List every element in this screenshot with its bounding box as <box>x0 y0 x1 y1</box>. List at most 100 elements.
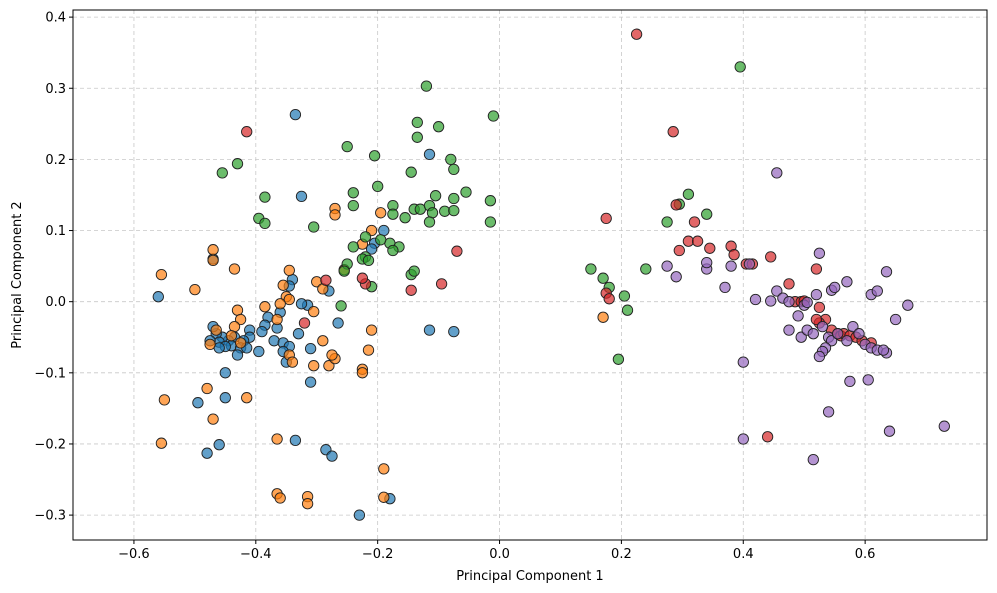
data-point-cluster-green <box>429 190 442 202</box>
data-point-cluster-green <box>487 110 500 122</box>
data-point-cluster-orange <box>375 207 387 219</box>
data-point-cluster-purple <box>841 276 853 288</box>
data-point-cluster-orange <box>228 263 241 275</box>
data-point-cluster-orange <box>259 301 271 313</box>
data-point-cluster-orange <box>210 324 222 336</box>
x-tick-label: −0.6 <box>118 547 150 562</box>
data-point-cluster-purple <box>813 350 826 363</box>
y-axis-label: Principal Component 2 <box>10 201 25 348</box>
data-point-cluster-purple <box>822 406 835 418</box>
data-point-cluster-red <box>783 278 795 290</box>
data-point-cluster-purple <box>847 320 859 333</box>
series-cluster-green <box>216 61 746 365</box>
data-point-cluster-green <box>259 191 271 203</box>
data-point-cluster-red <box>691 235 704 247</box>
data-point-cluster-red <box>688 216 701 228</box>
data-point-cluster-blue <box>213 439 225 451</box>
plot-frame <box>72 9 988 541</box>
data-point-cluster-orange <box>189 283 201 296</box>
y-axis-ticks: −0.3 −0.2 −0.1 0.0 0.1 0.2 0.3 0.4 <box>34 11 73 524</box>
data-point-cluster-green <box>621 304 634 316</box>
data-point-cluster-green <box>640 263 652 275</box>
data-point-cluster-purple <box>853 328 865 340</box>
data-point-cluster-orange <box>326 349 338 361</box>
data-point-cluster-orange <box>158 394 171 406</box>
y-tick-label: −0.3 <box>34 509 66 524</box>
data-point-cluster-orange <box>274 298 286 310</box>
x-tick-label: −0.4 <box>240 547 272 562</box>
data-point-cluster-orange <box>308 305 320 318</box>
data-point-cluster-orange <box>286 356 299 368</box>
data-point-cluster-green <box>259 217 271 230</box>
x-tick-label: −0.2 <box>362 547 394 562</box>
data-point-cluster-green <box>682 188 695 200</box>
data-point-cluster-red <box>673 244 685 257</box>
data-point-cluster-red <box>810 263 823 275</box>
data-point-cluster-purple <box>743 258 756 270</box>
data-point-cluster-orange <box>378 463 390 475</box>
data-point-cluster-green <box>612 353 625 365</box>
data-point-cluster-red <box>761 431 774 443</box>
data-point-cluster-purple <box>841 335 853 347</box>
x-tick-label: 0.6 <box>855 547 876 562</box>
data-point-cluster-green <box>387 208 399 220</box>
data-point-cluster-green <box>411 116 423 129</box>
data-point-cluster-purple <box>844 375 856 388</box>
data-point-cluster-orange <box>234 337 247 349</box>
data-point-cluster-blue <box>192 397 204 409</box>
data-point-cluster-red <box>600 212 612 225</box>
data-point-cluster-green <box>341 140 353 153</box>
data-point-cluster-green <box>368 150 381 162</box>
data-point-cluster-red <box>451 245 463 257</box>
data-point-cluster-orange <box>329 209 341 221</box>
x-tick-label: 0.4 <box>733 547 754 562</box>
data-point-cluster-green <box>420 80 433 92</box>
data-point-cluster-purple <box>862 374 874 386</box>
data-point-cluster-orange <box>155 268 168 281</box>
data-point-cluster-blue <box>231 349 244 361</box>
data-point-cluster-green <box>362 254 375 267</box>
data-point-cluster-red <box>810 313 823 326</box>
data-point-cluster-purple <box>719 281 731 294</box>
data-point-cluster-green <box>308 221 320 233</box>
data-point-cluster-orange <box>323 360 335 372</box>
data-point-cluster-red <box>670 199 682 211</box>
data-point-cluster-purple <box>832 328 844 340</box>
data-point-cluster-orange <box>308 360 320 372</box>
data-point-cluster-blue <box>268 335 280 347</box>
data-point-cluster-orange <box>234 313 247 326</box>
data-point-cluster-red <box>241 126 253 138</box>
data-point-cluster-green <box>335 300 347 312</box>
x-tick-label: 0.0 <box>489 547 510 562</box>
data-point-cluster-green <box>484 216 497 228</box>
data-point-cluster-orange <box>317 335 329 347</box>
data-point-cluster-green <box>432 121 445 133</box>
data-point-cluster-orange <box>301 498 314 510</box>
data-point-cluster-orange <box>201 382 213 395</box>
y-tick-label: 0.2 <box>45 153 66 168</box>
data-point-cluster-purple <box>792 310 804 322</box>
data-point-cluster-purple <box>807 453 819 466</box>
data-point-cluster-purple <box>783 324 795 336</box>
y-tick-label: 0.1 <box>45 224 66 239</box>
series-cluster-purple <box>661 167 950 466</box>
data-point-cluster-purple <box>771 167 783 179</box>
data-point-cluster-green <box>448 204 460 217</box>
data-point-cluster-purple <box>871 285 883 297</box>
data-point-cluster-purple <box>701 256 713 269</box>
data-point-cluster-red <box>356 272 369 284</box>
grid <box>73 10 987 540</box>
x-axis-label: Principal Component 1 <box>456 569 603 584</box>
data-point-cluster-green <box>734 61 746 73</box>
data-point-cluster-purple <box>825 335 838 347</box>
data-point-cluster-purple <box>801 296 813 309</box>
data-point-cluster-purple <box>725 260 737 272</box>
data-point-cluster-red <box>704 242 716 254</box>
data-point-cluster-green <box>661 216 673 228</box>
data-point-cluster-purple <box>807 328 819 340</box>
data-point-cluster-red <box>813 301 826 314</box>
data-point-cluster-blue <box>378 224 390 237</box>
data-point-cluster-purple <box>813 247 826 259</box>
data-point-cluster-orange <box>378 491 390 503</box>
data-point-cluster-orange <box>207 413 219 425</box>
